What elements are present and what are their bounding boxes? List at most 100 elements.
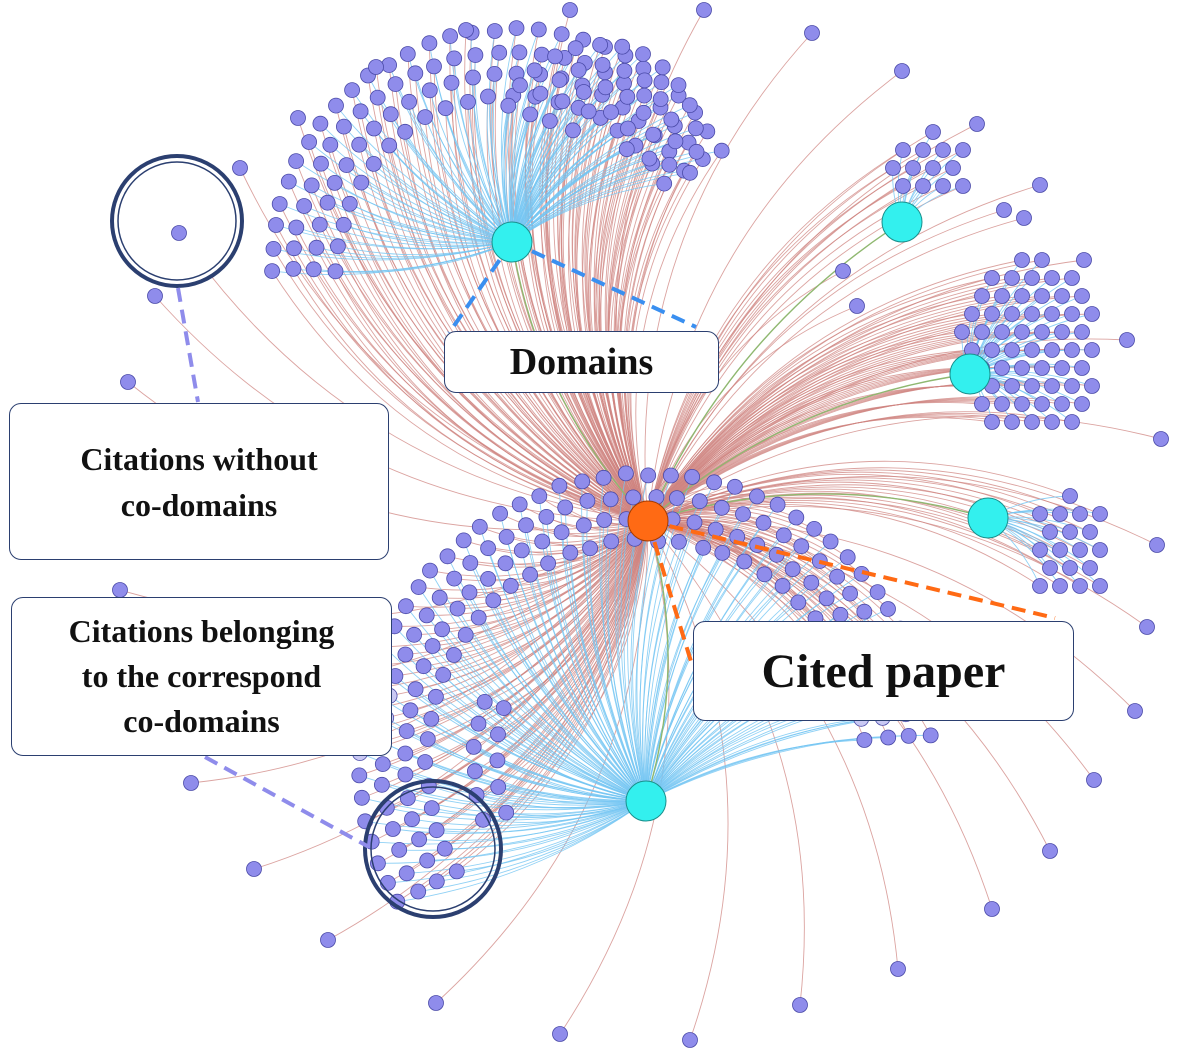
citation-node [620, 120, 636, 137]
domain-citation-edge [406, 800, 647, 874]
citation-node [984, 901, 1000, 917]
citation-node [696, 2, 712, 18]
citation-node [534, 533, 551, 550]
citation-node [404, 811, 420, 828]
citation-node [1042, 524, 1058, 540]
domains-label-text: Domains [509, 341, 654, 383]
citation-edge [647, 305, 858, 522]
citation-node [417, 754, 434, 770]
domain-citation-edge [561, 532, 647, 802]
citation-node [442, 28, 459, 44]
citation-node [446, 50, 463, 67]
citation-node [755, 514, 772, 531]
citation-node [1074, 324, 1090, 340]
citation-node [498, 529, 515, 545]
citation-node [1092, 578, 1108, 594]
citation-node [1082, 560, 1098, 576]
citation-node [500, 97, 517, 114]
domain-citation-edge [295, 160, 513, 243]
citation-edge [383, 520, 649, 648]
citation-node [428, 873, 445, 890]
domain-node [881, 201, 923, 243]
citation-node [915, 178, 931, 194]
citation-node [792, 997, 808, 1013]
domain-citation-edge [639, 497, 678, 802]
citation-node [1153, 431, 1169, 447]
citation-node [592, 37, 608, 53]
citation-node [498, 804, 515, 821]
citation-node [1032, 177, 1048, 193]
citation-node [351, 767, 368, 784]
citation-node [645, 126, 662, 143]
citation-node [352, 103, 369, 120]
citation-node [1044, 306, 1060, 322]
citation-node [570, 62, 587, 78]
citation-node [335, 216, 352, 233]
domain-to-cited-edge [647, 373, 971, 522]
domain-citation-edge [320, 163, 513, 243]
citation-edge [367, 75, 649, 522]
citation-node [1086, 772, 1102, 788]
citation-node [793, 538, 810, 555]
belonging-leader-line [204, 755, 370, 849]
citation-node [775, 527, 792, 544]
domain-citation-edge [413, 634, 647, 802]
citation-node [443, 74, 460, 91]
citation-node [1092, 542, 1108, 558]
citation-node [1054, 324, 1070, 340]
citation-node [640, 467, 657, 484]
domain-citation-edge [451, 82, 513, 243]
citation-node [652, 91, 669, 107]
citation-node [538, 509, 555, 525]
citation-node [391, 842, 408, 858]
citation-node [1032, 578, 1048, 594]
citation-node [1072, 578, 1088, 594]
domain-citation-edge [479, 526, 647, 802]
citation-node [313, 155, 329, 172]
citation-edge [629, 131, 708, 522]
citation-node [322, 136, 339, 153]
domain-citation-edge [327, 202, 513, 243]
citation-edge [647, 367, 983, 522]
citation-node [518, 517, 534, 534]
citation-edge [190, 520, 649, 784]
domain-citation-edge [397, 800, 647, 903]
citation-node [594, 57, 611, 73]
citation-node [511, 496, 528, 513]
citation-node [423, 800, 440, 816]
citation-node [1042, 843, 1058, 859]
citation-node [1014, 360, 1030, 376]
citation-node [462, 555, 479, 571]
domains-label: Domains [444, 331, 719, 393]
citation-node [533, 46, 550, 63]
citation-node [636, 72, 653, 89]
citation-node [232, 160, 248, 176]
citation-node [835, 263, 851, 279]
citation-edge [435, 520, 649, 1004]
citation-node [669, 490, 685, 507]
citation-edge [647, 167, 894, 522]
citation-node [264, 263, 281, 280]
citation-node [922, 727, 939, 744]
citation-node [397, 598, 414, 615]
citation-node [286, 240, 302, 257]
citation-node [925, 160, 941, 176]
citation-node [784, 561, 801, 578]
citation-node [1054, 288, 1070, 304]
citation-node [1119, 332, 1135, 348]
citation-node [667, 133, 684, 150]
citation-node [406, 626, 423, 643]
citation-node [954, 324, 970, 340]
citation-node [341, 195, 358, 212]
cited-paper-leader-line [646, 520, 695, 669]
citation-node [312, 115, 329, 132]
citations-belonging-line-3: co-domains [123, 703, 280, 739]
citation-node [365, 155, 382, 172]
citation-edge [394, 520, 649, 627]
citation-node [522, 106, 539, 123]
citation-node [1004, 306, 1020, 322]
domain-citation-edge [371, 800, 647, 845]
citation-node [540, 555, 556, 572]
citation-node [1072, 542, 1088, 558]
